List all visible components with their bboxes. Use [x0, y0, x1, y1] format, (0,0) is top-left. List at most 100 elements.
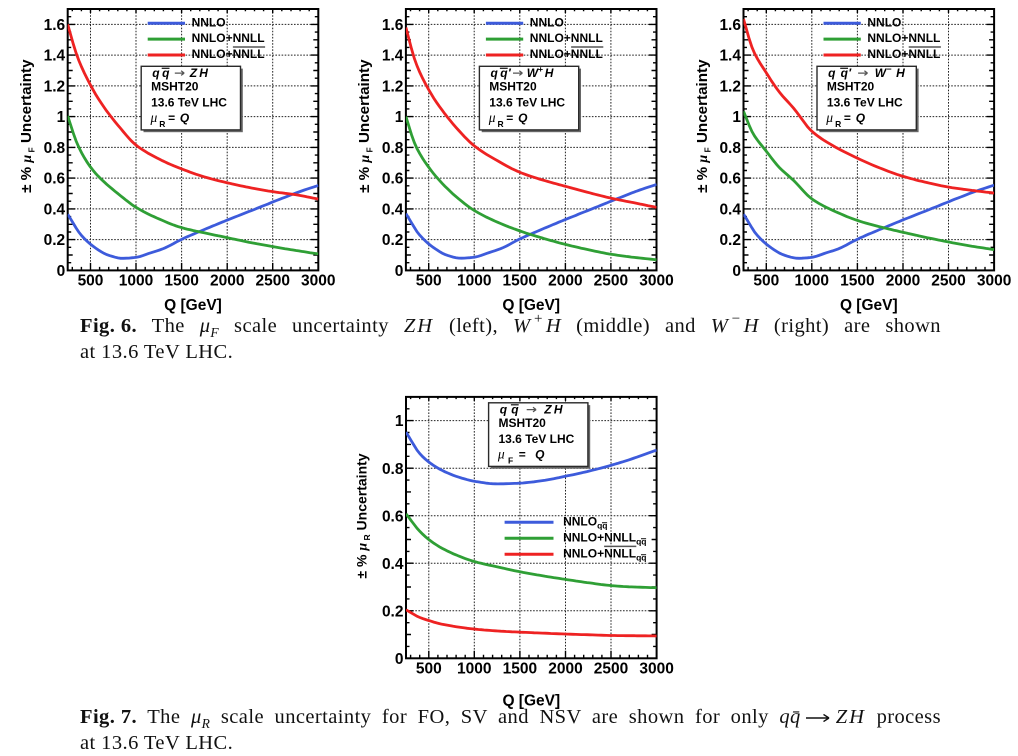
svg-text:1.2: 1.2	[719, 79, 741, 96]
svg-text:Q [GeV]: Q [GeV]	[840, 297, 898, 314]
svg-text:3000: 3000	[301, 272, 335, 289]
svg-text:q: q	[841, 66, 849, 80]
svg-text:13.6 TeV LHC: 13.6 TeV LHC	[151, 95, 227, 109]
svg-text:0.4: 0.4	[719, 202, 741, 219]
svg-text:0.2: 0.2	[382, 603, 404, 620]
svg-text:Q: Q	[180, 111, 190, 125]
svg-text:1500: 1500	[164, 272, 198, 289]
svg-text:=: =	[168, 111, 175, 125]
svg-text:NNLO+NNLL: NNLO+NNLL	[867, 47, 940, 61]
svg-text:2000: 2000	[886, 272, 920, 289]
svg-text:2500: 2500	[594, 272, 628, 289]
svg-text:NNLO+NNLL: NNLO+NNLL	[867, 31, 940, 45]
svg-text:R: R	[498, 119, 504, 129]
svg-text:1.4: 1.4	[382, 48, 404, 65]
svg-text:± % μ R Uncertainty: ± % μ R Uncertainty	[354, 453, 373, 578]
svg-text:=: =	[844, 111, 851, 125]
svg-text:2500: 2500	[931, 272, 965, 289]
svg-text:1000: 1000	[795, 272, 829, 289]
svg-text:MSHT20: MSHT20	[499, 416, 547, 430]
svg-text:1000: 1000	[119, 272, 153, 289]
svg-text:3000: 3000	[639, 660, 673, 677]
svg-text:500: 500	[78, 272, 104, 289]
svg-text:=: =	[519, 447, 526, 461]
svg-text:H: H	[199, 66, 208, 80]
svg-text:H: H	[545, 66, 554, 80]
svg-text:Q [GeV]: Q [GeV]	[164, 297, 222, 314]
svg-text:Q [GeV]: Q [GeV]	[502, 693, 560, 710]
svg-text:Z: Z	[543, 402, 552, 416]
svg-text:0.6: 0.6	[382, 508, 404, 525]
svg-text:0.6: 0.6	[382, 171, 404, 188]
svg-text:2500: 2500	[594, 660, 628, 677]
svg-text:NNLO: NNLO	[530, 15, 564, 29]
svg-text:3000: 3000	[977, 272, 1011, 289]
svg-text:± % μ F Uncertainty: ± % μ F Uncertainty	[694, 59, 713, 193]
svg-text:0.8: 0.8	[719, 140, 741, 157]
svg-text:1000: 1000	[457, 660, 491, 677]
svg-text:R: R	[159, 119, 165, 129]
svg-text:3000: 3000	[639, 272, 673, 289]
svg-text:q: q	[500, 66, 508, 80]
svg-text:0: 0	[395, 263, 404, 280]
svg-text:W: W	[527, 66, 540, 80]
svg-text:1000: 1000	[457, 272, 491, 289]
svg-text:1.4: 1.4	[44, 48, 66, 65]
svg-text:1: 1	[395, 413, 404, 430]
svg-text:2500: 2500	[255, 272, 289, 289]
svg-text:q: q	[491, 66, 499, 80]
svg-text:0.4: 0.4	[382, 556, 404, 573]
svg-text:q: q	[828, 66, 836, 80]
svg-text:μ: μ	[488, 110, 496, 125]
svg-text:1500: 1500	[840, 272, 874, 289]
svg-text:1.4: 1.4	[719, 48, 741, 65]
svg-text:1: 1	[395, 109, 404, 126]
svg-text:2000: 2000	[548, 272, 582, 289]
svg-text:500: 500	[416, 660, 442, 677]
svg-text:MSHT20: MSHT20	[151, 80, 199, 94]
svg-text:0.2: 0.2	[719, 232, 741, 249]
svg-text:MSHT20: MSHT20	[827, 80, 875, 94]
svg-text:1.2: 1.2	[382, 79, 404, 96]
svg-text:q: q	[162, 66, 170, 80]
svg-text:μ: μ	[825, 110, 833, 125]
svg-text:q: q	[152, 66, 160, 80]
svg-text:13.6 TeV LHC: 13.6 TeV LHC	[489, 95, 565, 109]
svg-text:0.4: 0.4	[44, 202, 66, 219]
svg-text:0: 0	[732, 263, 741, 280]
svg-text:0: 0	[395, 651, 404, 668]
svg-text:500: 500	[753, 272, 779, 289]
svg-text:13.6 TeV LHC: 13.6 TeV LHC	[827, 95, 903, 109]
svg-text:μ: μ	[497, 446, 505, 461]
svg-text:+: +	[538, 64, 543, 74]
svg-text:′: ′	[848, 66, 852, 80]
svg-text:500: 500	[416, 272, 442, 289]
svg-text:0.6: 0.6	[44, 171, 66, 188]
svg-text:1.2: 1.2	[44, 79, 66, 96]
svg-text:2000: 2000	[548, 660, 582, 677]
svg-text:± % μ F Uncertainty: ± % μ F Uncertainty	[18, 59, 37, 193]
svg-text:0.8: 0.8	[44, 140, 66, 157]
svg-text:NNLO: NNLO	[867, 15, 901, 29]
svg-text:0.6: 0.6	[719, 171, 741, 188]
svg-text:NNLO+NNLL: NNLO+NNLL	[192, 31, 265, 45]
svg-text:=: =	[506, 111, 513, 125]
svg-text:± % μ F Uncertainty: ± % μ F Uncertainty	[356, 59, 375, 193]
svg-text:H: H	[554, 402, 563, 416]
svg-text:0.8: 0.8	[382, 461, 404, 478]
svg-text:NNLO+NNLL: NNLO+NNLL	[192, 47, 265, 61]
svg-text:W: W	[875, 66, 888, 80]
svg-text:NNLOqq: NNLOqq	[563, 514, 607, 530]
svg-text:1500: 1500	[503, 660, 537, 677]
svg-text:q: q	[511, 402, 519, 416]
svg-text:0.2: 0.2	[44, 232, 66, 249]
svg-text:0.2: 0.2	[382, 232, 404, 249]
svg-text:NNLO: NNLO	[192, 15, 226, 29]
svg-text:H: H	[896, 66, 905, 80]
svg-text:−: −	[887, 64, 892, 74]
svg-text:0.8: 0.8	[382, 140, 404, 157]
svg-text:Q: Q	[518, 111, 528, 125]
svg-text:Q: Q	[535, 447, 545, 461]
svg-text:Q [GeV]: Q [GeV]	[502, 297, 560, 314]
svg-text:1.6: 1.6	[719, 17, 741, 34]
